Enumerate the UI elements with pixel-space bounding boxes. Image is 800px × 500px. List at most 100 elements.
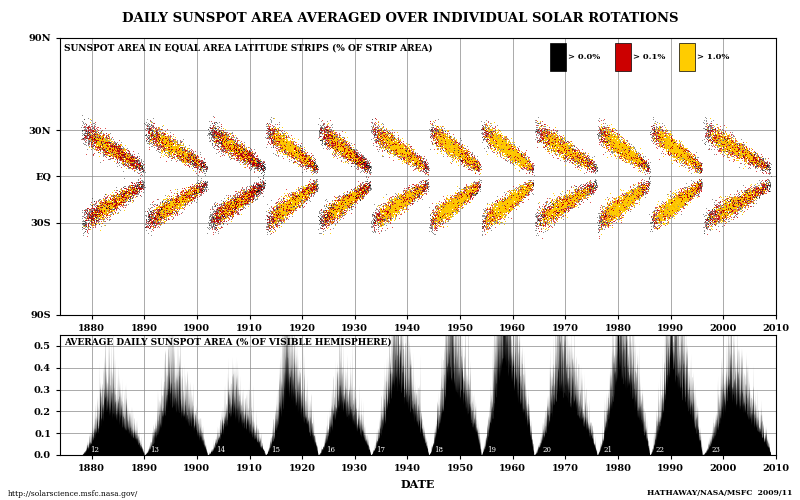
Point [117, 184, 130, 192]
Point [241, 189, 254, 197]
Point [488, 125, 501, 133]
Point [97, 204, 110, 212]
Point [680, 186, 693, 194]
Point [381, 210, 394, 218]
Point [350, 187, 363, 195]
Point [523, 184, 536, 192]
Point [124, 190, 137, 198]
Point [468, 186, 481, 194]
Point [357, 188, 370, 196]
Point [605, 129, 618, 137]
Point [634, 152, 646, 160]
Point [117, 146, 130, 154]
Point [286, 202, 298, 210]
Point [550, 133, 563, 141]
Point [444, 143, 457, 151]
Point [182, 157, 195, 165]
Point [189, 155, 202, 163]
Point [538, 217, 550, 225]
Point [340, 157, 353, 165]
Point [289, 194, 302, 202]
Point [336, 136, 349, 144]
Point [368, 131, 381, 139]
Point [168, 146, 181, 154]
Point [602, 200, 614, 208]
Point [275, 207, 288, 215]
Point [326, 150, 338, 158]
Point [267, 141, 280, 149]
Point [703, 128, 716, 136]
Point [674, 142, 687, 150]
Point [226, 204, 238, 212]
Point [538, 136, 551, 143]
Point [503, 143, 516, 151]
Point [502, 193, 515, 201]
Point [243, 152, 256, 160]
Point [274, 139, 287, 147]
Point [230, 142, 242, 150]
Point [89, 218, 102, 226]
Point [253, 162, 266, 170]
Point [80, 126, 93, 134]
Point [337, 205, 350, 213]
Point [158, 130, 170, 138]
Point [490, 197, 503, 205]
Point [162, 139, 174, 147]
Point [337, 140, 350, 148]
Point [700, 210, 713, 218]
Point [557, 136, 570, 144]
Point [553, 138, 566, 146]
Point [683, 192, 696, 200]
Point [102, 142, 114, 150]
Point [270, 204, 283, 212]
Point [490, 214, 503, 222]
Point [548, 149, 561, 157]
Point [614, 186, 626, 194]
Point [116, 148, 129, 156]
Point [604, 128, 617, 136]
Point [498, 200, 510, 207]
Point [328, 138, 341, 145]
Point [438, 130, 451, 138]
Point [481, 222, 494, 230]
Point [235, 196, 248, 203]
Point [378, 138, 391, 146]
Point [756, 160, 769, 168]
Point [540, 214, 553, 222]
Point [285, 210, 298, 218]
Point [212, 213, 225, 221]
Point [492, 128, 505, 136]
Point [334, 207, 347, 215]
Point [554, 143, 567, 151]
Point [439, 138, 452, 145]
Point [512, 191, 525, 199]
Point [417, 176, 430, 184]
Point [415, 160, 428, 168]
Point [426, 121, 439, 129]
Point [166, 194, 178, 202]
Point [254, 186, 267, 194]
Point [739, 149, 752, 157]
Point [714, 216, 727, 224]
Point [216, 214, 229, 222]
Point [148, 139, 161, 147]
Point [402, 184, 415, 192]
Point [385, 201, 398, 209]
Point [346, 197, 359, 205]
Point [601, 134, 614, 141]
Point [113, 142, 126, 150]
Point [502, 141, 515, 149]
Point [670, 196, 682, 204]
Point [668, 140, 681, 148]
Point [433, 126, 446, 134]
Point [539, 125, 552, 133]
Point [666, 204, 679, 212]
Point [163, 209, 176, 217]
Point [346, 200, 358, 207]
Point [334, 200, 347, 207]
Point [491, 144, 504, 152]
Point [341, 146, 354, 154]
Point [330, 142, 343, 150]
Point [244, 154, 257, 162]
Point [184, 154, 197, 162]
